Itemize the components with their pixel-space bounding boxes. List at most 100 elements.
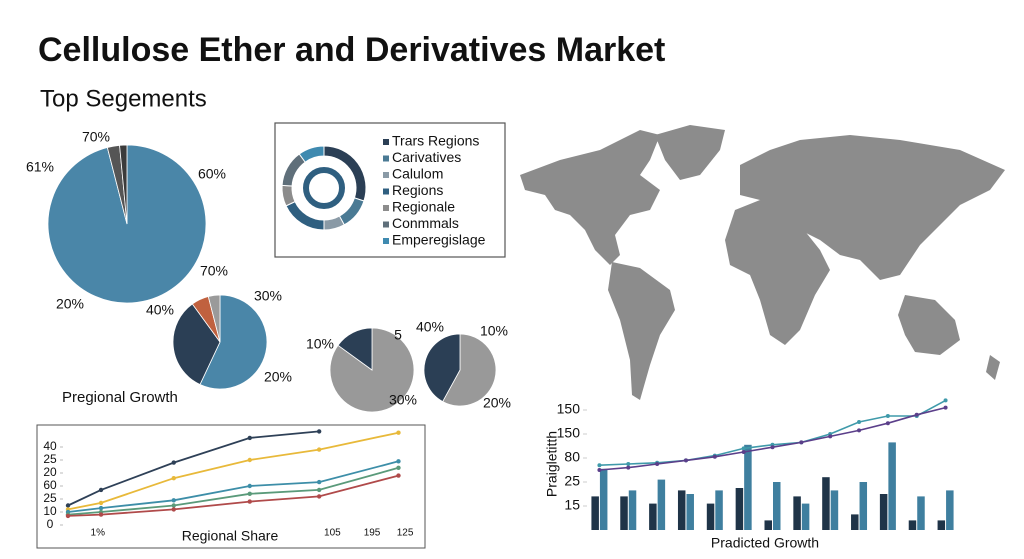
pie-slice xyxy=(207,294,221,343)
line-point xyxy=(65,513,71,519)
trend-point xyxy=(741,450,746,454)
legend-label: Regions xyxy=(392,182,443,198)
bar xyxy=(859,482,868,530)
new-zealand xyxy=(986,355,1000,380)
pie-slice xyxy=(199,294,268,390)
line-point xyxy=(171,507,176,512)
bar xyxy=(591,496,599,530)
line-point xyxy=(316,479,322,485)
y-tick-label: 60 xyxy=(43,478,57,492)
line-point xyxy=(171,503,176,508)
pie-annotation: 20% xyxy=(483,395,511,411)
legend-swatch xyxy=(383,188,389,195)
x-tick-label: 1% xyxy=(91,528,106,539)
africa xyxy=(725,200,830,345)
line-point xyxy=(316,429,322,434)
line-point xyxy=(98,500,104,506)
pie-annotation: 61% xyxy=(26,159,54,175)
legend-swatch xyxy=(383,205,389,211)
legend-box xyxy=(274,122,506,258)
y-tick-label: 80 xyxy=(564,449,580,465)
line-point xyxy=(396,430,401,435)
pie-caption: Pregional Growth xyxy=(62,389,178,406)
bar xyxy=(851,514,859,530)
line-chart-frame xyxy=(36,424,426,549)
line-point xyxy=(316,487,322,493)
legend-label: Conmmals xyxy=(392,215,459,231)
trend-point xyxy=(885,421,890,426)
y-tick-label: 25 xyxy=(43,452,57,466)
legend-label: Emperegislage xyxy=(392,232,486,248)
pie-slice xyxy=(119,144,128,225)
pie-annotation: 60% xyxy=(198,166,226,182)
pie-annotation: 70% xyxy=(200,263,228,279)
trend-point xyxy=(597,463,602,468)
trend-point xyxy=(914,412,919,417)
pie-annotation: 10% xyxy=(306,336,334,352)
trend-point xyxy=(885,414,890,418)
line-point xyxy=(396,459,401,464)
pie-annotation: 10% xyxy=(480,323,508,339)
australia xyxy=(898,295,960,355)
north-america xyxy=(520,130,660,265)
line-point xyxy=(247,483,252,489)
pie-slice xyxy=(423,333,461,403)
bar xyxy=(822,477,830,530)
legend-swatch xyxy=(383,238,389,244)
page-title: Cellulose Ether and Derivatives Market xyxy=(38,31,665,69)
trend-point xyxy=(741,446,746,451)
bar xyxy=(793,496,801,530)
donut-segment xyxy=(281,184,296,207)
donut-segment xyxy=(338,197,365,226)
bar xyxy=(917,496,925,530)
bar xyxy=(686,494,694,530)
line-point xyxy=(98,505,104,511)
x-tick-label: 195 xyxy=(364,528,381,539)
trend-point xyxy=(828,434,833,439)
trend-point xyxy=(799,440,804,445)
y-tick-label: 150 xyxy=(557,425,581,441)
trend-point xyxy=(655,462,660,466)
page-subtitle: Top Segements xyxy=(40,85,207,112)
line-point xyxy=(247,491,252,496)
pie-annotation: 40% xyxy=(416,319,444,335)
legend-swatch xyxy=(383,221,389,228)
line-point xyxy=(98,512,104,517)
pie-annotation: 5 xyxy=(394,327,402,343)
line-point xyxy=(316,447,322,452)
line-point xyxy=(171,498,176,503)
trend-point xyxy=(683,458,688,463)
trend-point xyxy=(597,468,602,472)
y-tick-label: 25 xyxy=(564,473,580,489)
bar xyxy=(715,490,723,530)
y-axis-label: Praigletitth xyxy=(544,431,560,497)
legend-label: Regionale xyxy=(392,199,455,215)
line-series xyxy=(67,466,399,516)
line-point xyxy=(247,499,252,504)
pie-annotation: 20% xyxy=(264,369,292,385)
legend-swatch xyxy=(383,155,389,162)
line-point xyxy=(98,487,104,493)
bar xyxy=(706,503,715,530)
line-series xyxy=(67,460,399,513)
trend-point xyxy=(626,465,631,470)
south-america xyxy=(608,262,675,400)
bar xyxy=(801,503,810,530)
pie-annotation: 20% xyxy=(56,296,84,312)
eurasia xyxy=(740,135,1005,280)
pie-annotation: 40% xyxy=(146,302,174,318)
x-tick-label: 125 xyxy=(397,528,414,539)
bar xyxy=(830,490,839,530)
trend-point xyxy=(712,454,717,459)
trend-point xyxy=(857,428,862,433)
legend-swatch xyxy=(383,172,389,178)
line-point xyxy=(316,494,322,499)
line-series xyxy=(67,474,399,517)
y-tick-label: 25 xyxy=(43,491,57,505)
trend-point xyxy=(857,420,862,424)
line-point xyxy=(247,435,252,441)
y-tick-label: 10 xyxy=(43,504,57,518)
y-tick-label: 0 xyxy=(47,517,54,531)
